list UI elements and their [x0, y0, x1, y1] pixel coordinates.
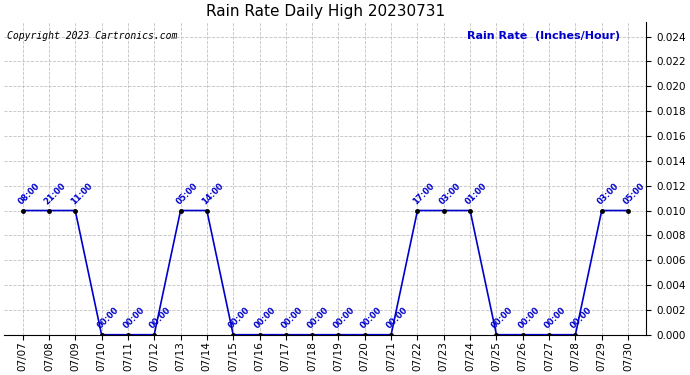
- Text: 00:00: 00:00: [95, 305, 120, 330]
- Text: 00:00: 00:00: [332, 305, 357, 330]
- Text: 14:00: 14:00: [201, 181, 226, 206]
- Text: 00:00: 00:00: [121, 305, 146, 330]
- Text: Copyright 2023 Cartronics.com: Copyright 2023 Cartronics.com: [8, 31, 178, 41]
- Text: 08:00: 08:00: [17, 181, 41, 206]
- Text: 00:00: 00:00: [516, 305, 542, 330]
- Text: 00:00: 00:00: [358, 305, 384, 330]
- Title: Rain Rate Daily High 20230731: Rain Rate Daily High 20230731: [206, 4, 445, 19]
- Text: Rain Rate  (Inches/Hour): Rain Rate (Inches/Hour): [466, 31, 620, 41]
- Text: 05:00: 05:00: [174, 181, 199, 206]
- Text: 00:00: 00:00: [543, 305, 568, 330]
- Text: 00:00: 00:00: [306, 305, 331, 330]
- Text: 01:00: 01:00: [464, 181, 489, 206]
- Text: 00:00: 00:00: [227, 305, 252, 330]
- Text: 11:00: 11:00: [69, 181, 94, 206]
- Text: 17:00: 17:00: [411, 181, 436, 206]
- Text: 03:00: 03:00: [595, 181, 620, 206]
- Text: 05:00: 05:00: [622, 181, 647, 206]
- Text: 00:00: 00:00: [490, 305, 515, 330]
- Text: 00:00: 00:00: [385, 305, 410, 330]
- Text: 21:00: 21:00: [43, 181, 68, 206]
- Text: 00:00: 00:00: [253, 305, 278, 330]
- Text: 00:00: 00:00: [148, 305, 173, 330]
- Text: 00:00: 00:00: [279, 305, 304, 330]
- Text: 03:00: 03:00: [437, 181, 462, 206]
- Text: 00:00: 00:00: [569, 305, 594, 330]
